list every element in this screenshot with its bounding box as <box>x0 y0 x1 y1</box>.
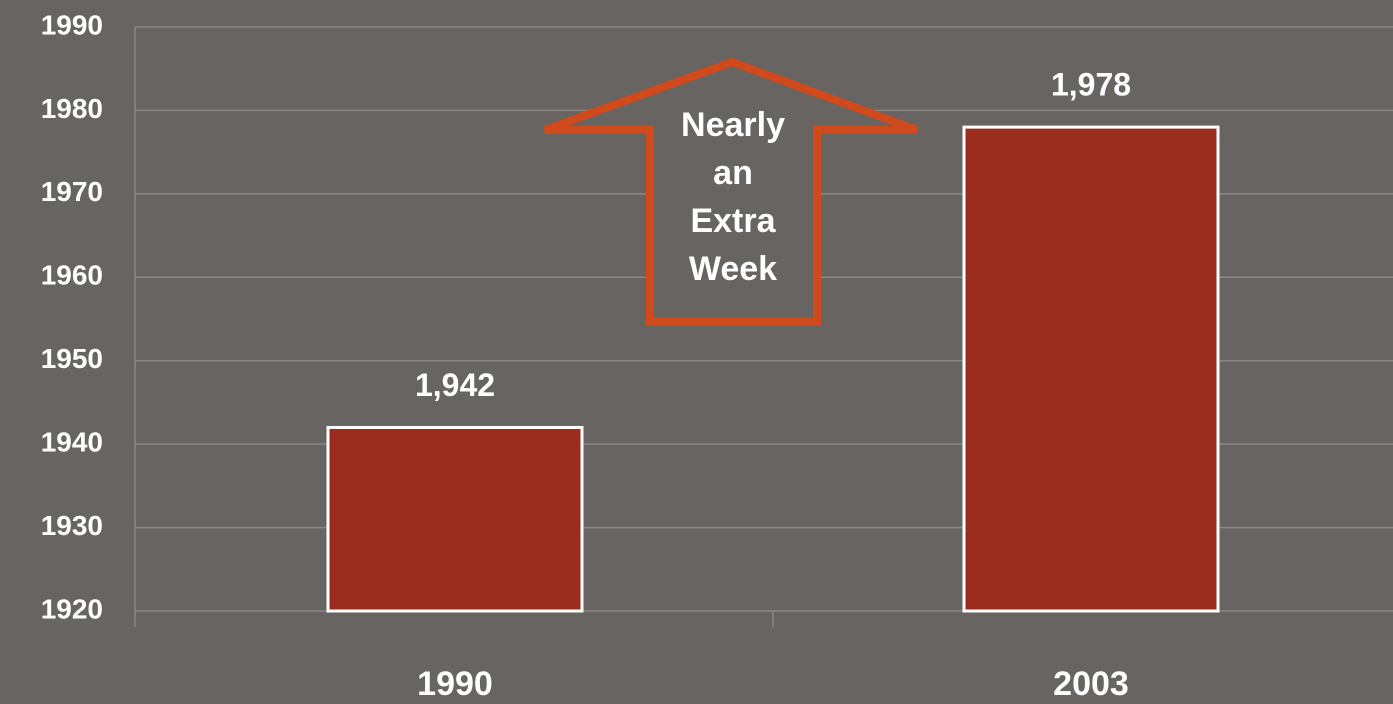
bar <box>962 125 1220 613</box>
annotation-line: Week <box>689 250 777 288</box>
annotation-line: Nearly <box>681 106 785 144</box>
y-tick-label: 1960 <box>41 260 103 291</box>
value-label: 1,942 <box>415 367 495 403</box>
annotation: Nearly an Extra Week <box>681 106 785 288</box>
y-tick-label: 1930 <box>41 510 103 541</box>
x-tick-label: 2003 <box>1053 665 1129 703</box>
bar <box>326 425 584 613</box>
x-tick-label: 1990 <box>417 665 493 703</box>
annotation-line: an <box>713 154 753 192</box>
arrow <box>543 57 919 326</box>
y-tick-label: 1990 <box>41 9 103 40</box>
y-tick-label: 1980 <box>41 93 103 124</box>
y-tick-label: 1920 <box>41 593 103 624</box>
value-label: 1,978 <box>1051 67 1131 103</box>
y-tick-label: 1940 <box>41 427 103 458</box>
annotation-line: Extra <box>690 202 776 240</box>
y-tick-label: 1970 <box>41 176 103 207</box>
y-tick-label: 1950 <box>41 343 103 374</box>
